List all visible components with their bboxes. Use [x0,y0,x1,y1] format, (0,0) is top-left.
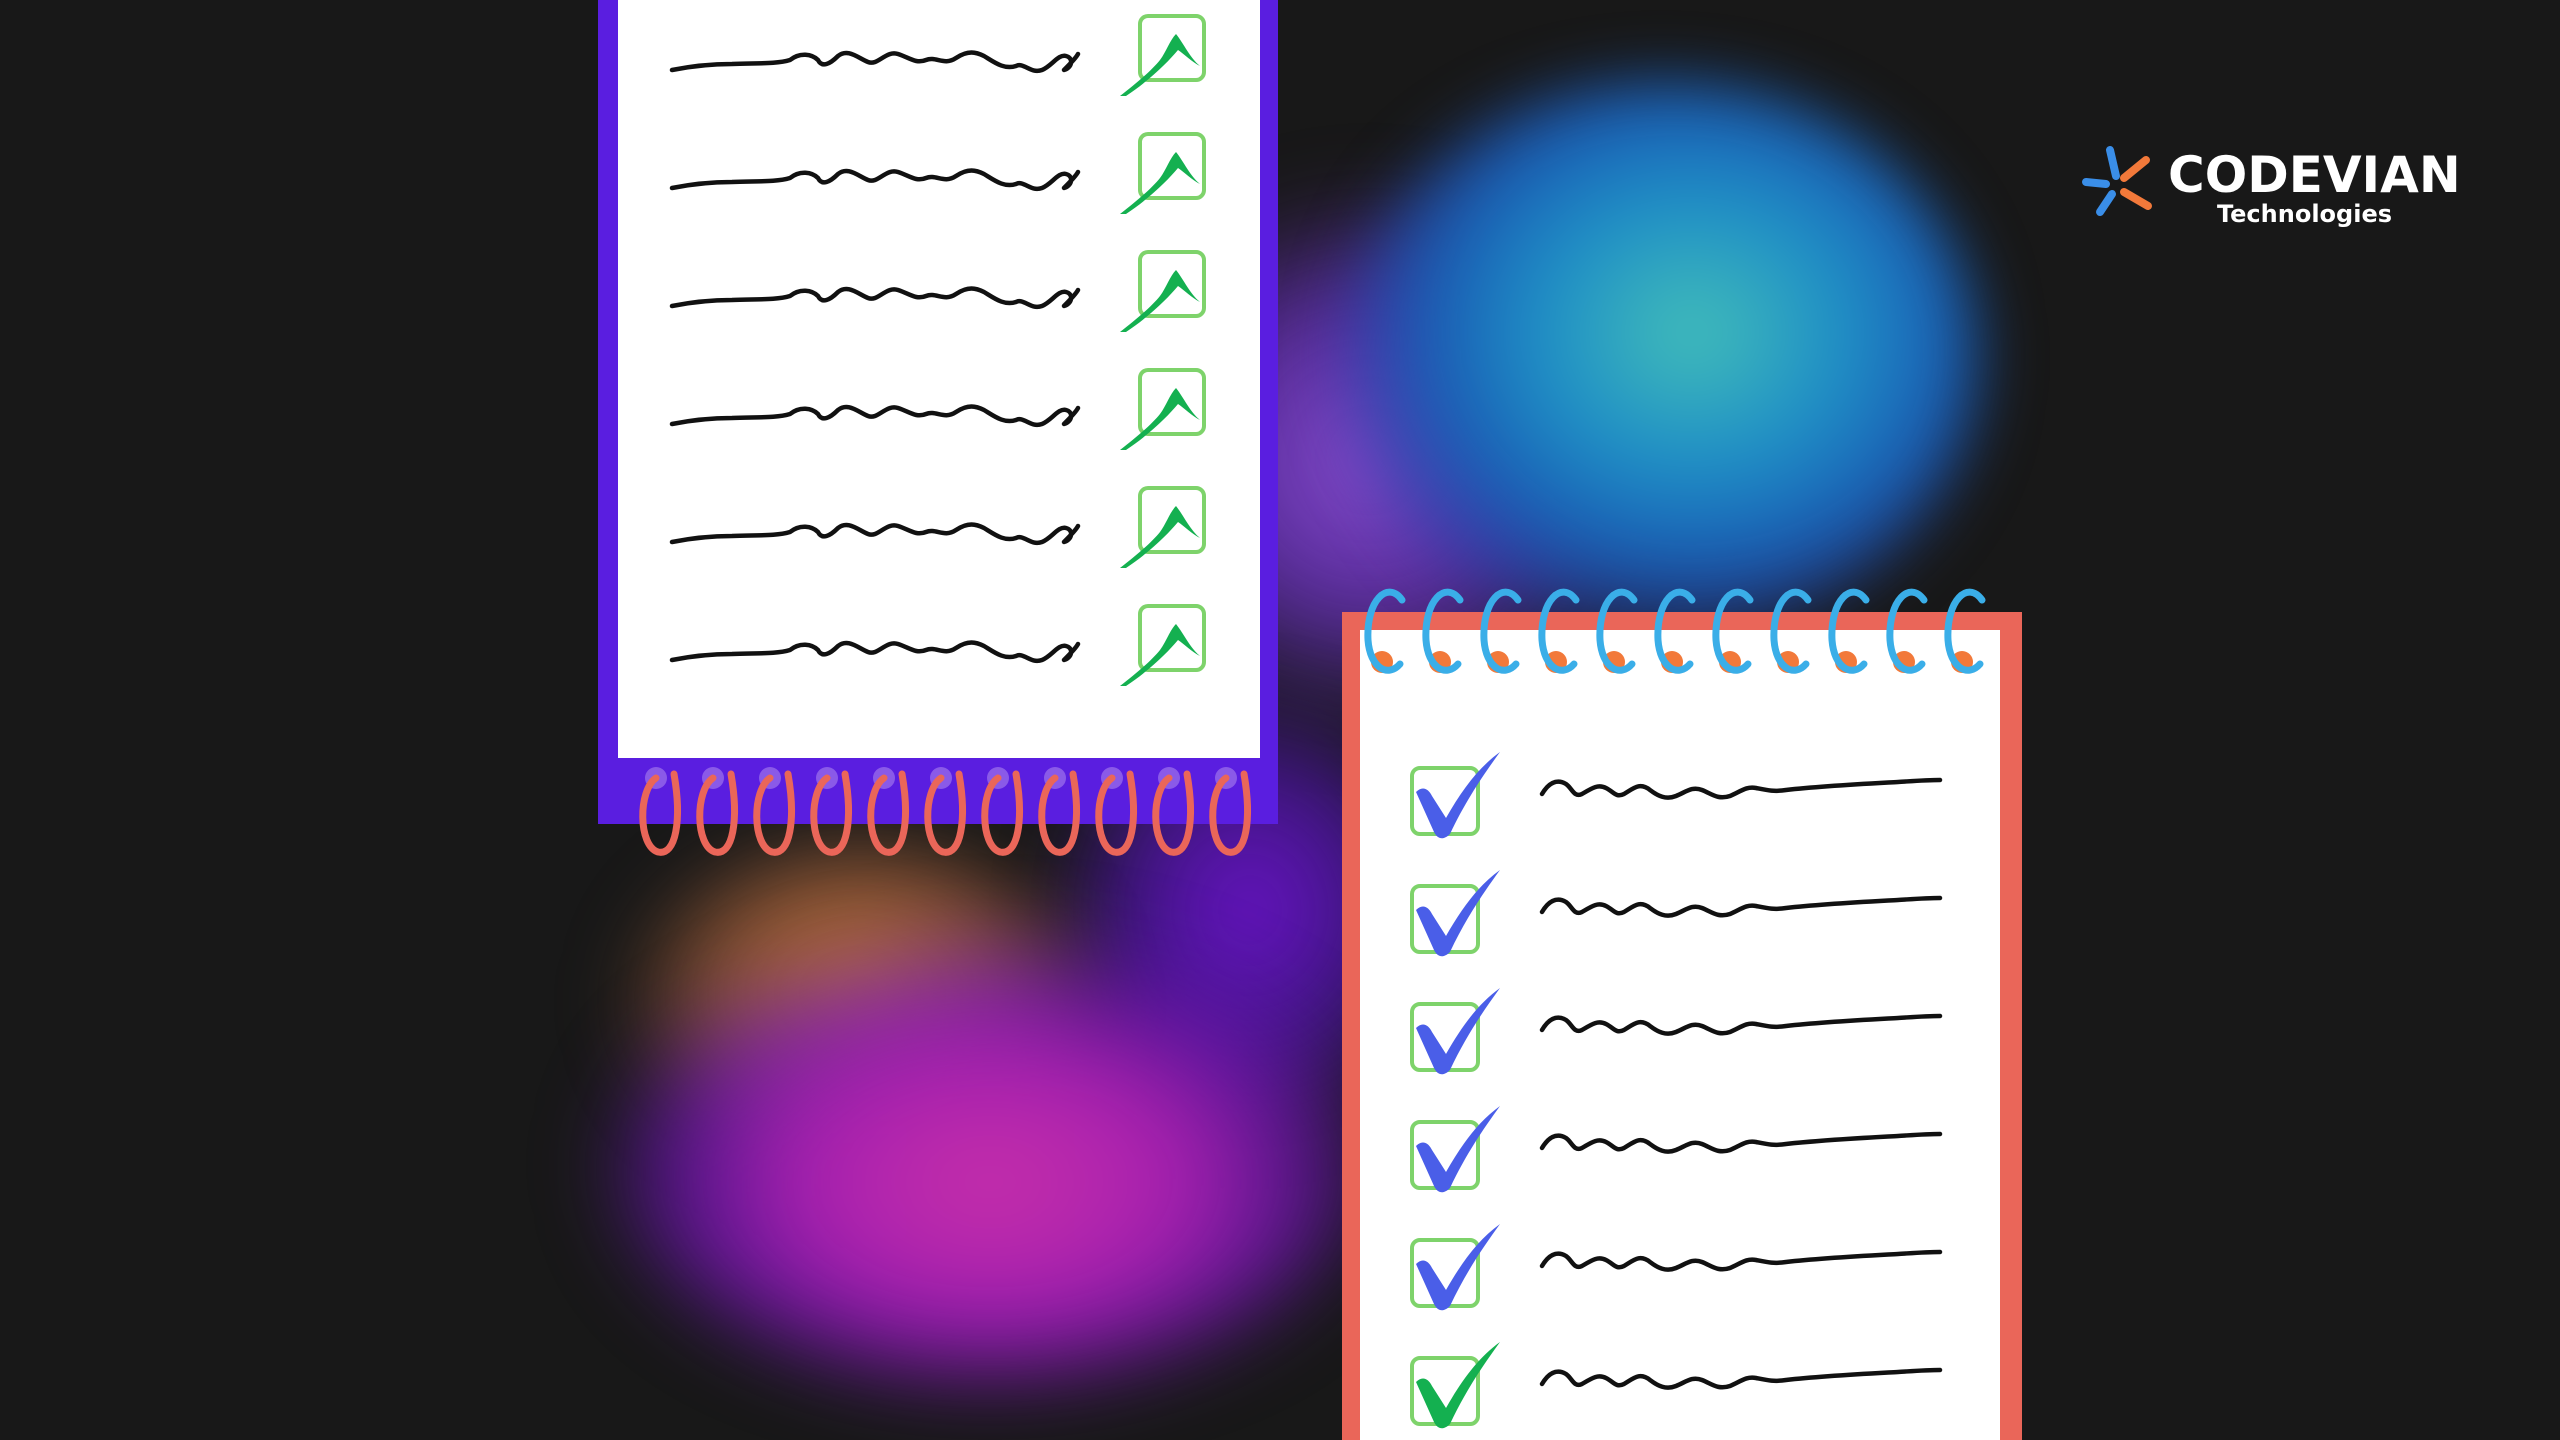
spiral-ring [1770,588,1812,674]
spiral-ring [696,767,738,856]
checkmark-icon [1120,624,1200,686]
checkmark-icon [1416,752,1500,839]
checklist-row [1410,988,1940,1075]
checkmark-icon [1416,870,1500,957]
spiral-ring [924,767,966,856]
right-notepad [1342,588,2022,1440]
checkmark-icon [1416,1106,1500,1193]
checklist-row [1410,870,1940,957]
checklist-row [672,604,1206,686]
spiral-ring [1654,588,1696,674]
checklist-row [1410,1224,1940,1311]
spiral-ring [1538,588,1580,674]
checklist-row [1410,752,1940,839]
brand-logo: CODEVIAN Technologies [2082,146,2461,228]
spiral-ring [1095,767,1137,856]
spiral-ring [1209,767,1251,856]
brand-name: CODEVIAN [2168,146,2461,204]
checkbox-icon [1138,132,1206,200]
spiral-ring [1152,767,1194,856]
magenta-glow [610,940,1370,1380]
spiral-ring [1886,588,1928,674]
checkmark-icon [1120,152,1200,214]
brand-tagline: Technologies [2217,200,2392,228]
left-checklist [672,14,1206,686]
checkmark-icon [1120,506,1200,568]
spiral-ring [867,767,909,856]
spiral-ring [810,767,852,856]
spiral-ring [1422,588,1464,674]
checkmark-icon [1416,988,1500,1075]
checklist-row [1410,1342,1940,1429]
left-spiral-binding [639,767,1251,856]
checkmark-icon [1416,1342,1500,1429]
spiral-ring [1828,588,1870,674]
teal-glow [1340,80,1980,640]
asterisk-spark-icon [2082,146,2152,216]
checkbox-icon [1138,486,1206,554]
checklist-row [672,132,1206,214]
checkbox-icon [1138,368,1206,436]
checkmark-icon [1120,34,1200,96]
checklist-row [672,368,1206,450]
left-notepad-paper [618,0,1260,758]
spiral-ring [1944,588,1986,674]
spiral-ring [981,767,1023,856]
checkmark-icon [1120,270,1200,332]
right-spiral-binding [1364,588,1986,674]
spiral-ring [1712,588,1754,674]
checklist-row [1410,1106,1940,1193]
spiral-ring [639,767,681,856]
right-notepad-paper [1360,630,2000,1440]
checklist-row [672,250,1206,332]
right-checklist [1410,752,1940,1429]
spiral-ring [1596,588,1638,674]
spiral-ring [1480,588,1522,674]
spiral-ring [1364,588,1406,674]
spiral-ring [1038,767,1080,856]
left-notepad [598,0,1278,856]
spiral-ring [753,767,795,856]
checkbox-icon [1138,604,1206,672]
checklist-row [672,486,1206,568]
checkbox-icon [1138,14,1206,82]
checkmark-icon [1120,388,1200,450]
checkmark-icon [1416,1224,1500,1311]
checklist-row [672,14,1206,96]
checkbox-icon [1138,250,1206,318]
